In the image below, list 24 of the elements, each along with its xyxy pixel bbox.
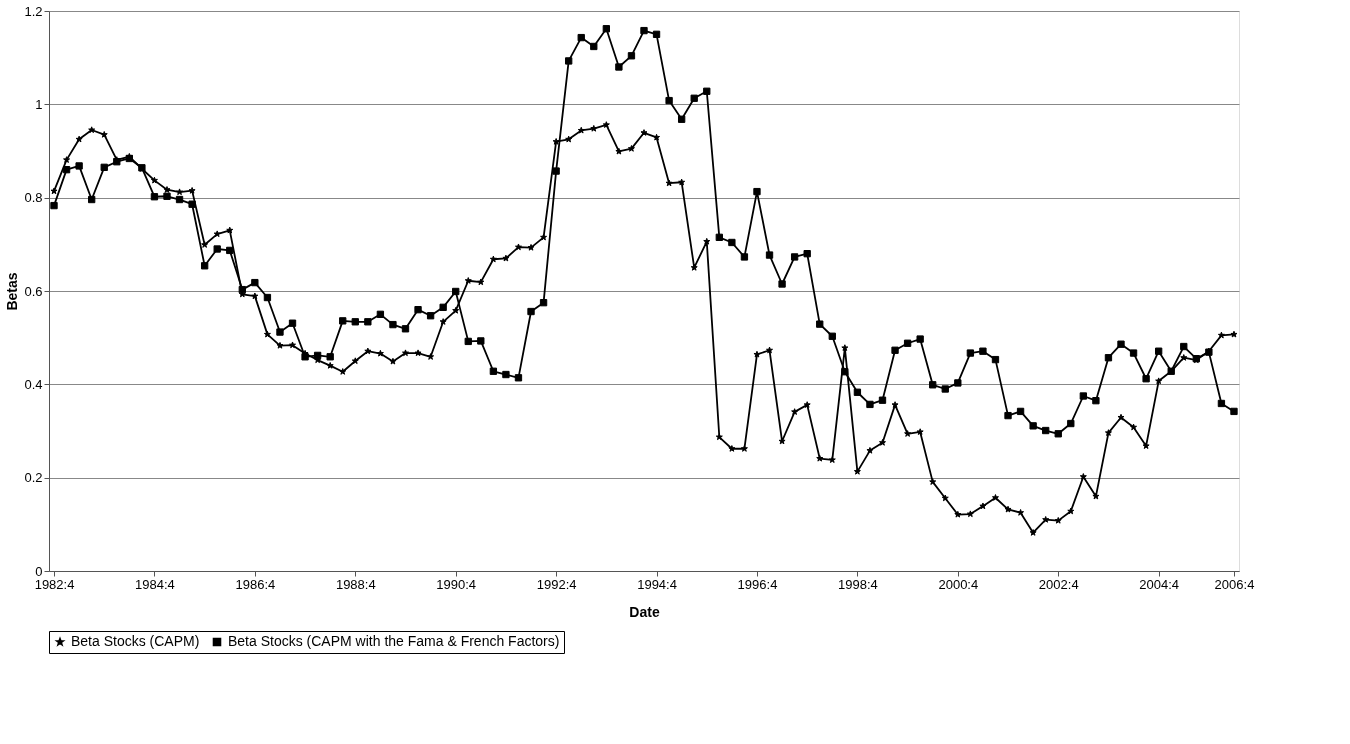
- y-tick-label: 0.8: [24, 190, 43, 206]
- x-tick-label: 2002:4: [1038, 576, 1079, 592]
- y-tick-label: 1.2: [24, 3, 43, 19]
- x-tick-label: 1982:4: [34, 576, 75, 592]
- x-tick-label: 1984:4: [135, 576, 175, 592]
- x-tick-label: 1994:4: [637, 576, 677, 592]
- x-axis-title: Date: [629, 603, 660, 620]
- x-tick-label: 2006:4: [1214, 576, 1255, 592]
- x-tick-label: 2004:4: [1139, 576, 1180, 592]
- legend-label: Beta Stocks (CAPM): [71, 633, 200, 649]
- x-tick-label: 1992:4: [536, 576, 577, 592]
- y-tick-label: 0.2: [24, 470, 43, 486]
- x-tick-label: 1998:4: [838, 576, 878, 592]
- x-tick-label: 1996:4: [737, 576, 778, 592]
- y-tick-label: 0.4: [24, 376, 43, 392]
- y-tick-label: 1: [35, 96, 43, 112]
- x-tick-label: 1990:4: [436, 576, 477, 592]
- y-axis-title: Betas: [4, 272, 21, 311]
- x-tick-label: 1986:4: [235, 576, 276, 592]
- x-tick-label: 2000:4: [938, 576, 979, 592]
- legend-label: Beta Stocks (CAPM with the Fama & French Factors): [228, 633, 560, 649]
- y-tick-label: 0.6: [24, 283, 43, 299]
- x-tick-label: 1988:4: [335, 576, 376, 592]
- y-tick-label: 0: [35, 563, 43, 579]
